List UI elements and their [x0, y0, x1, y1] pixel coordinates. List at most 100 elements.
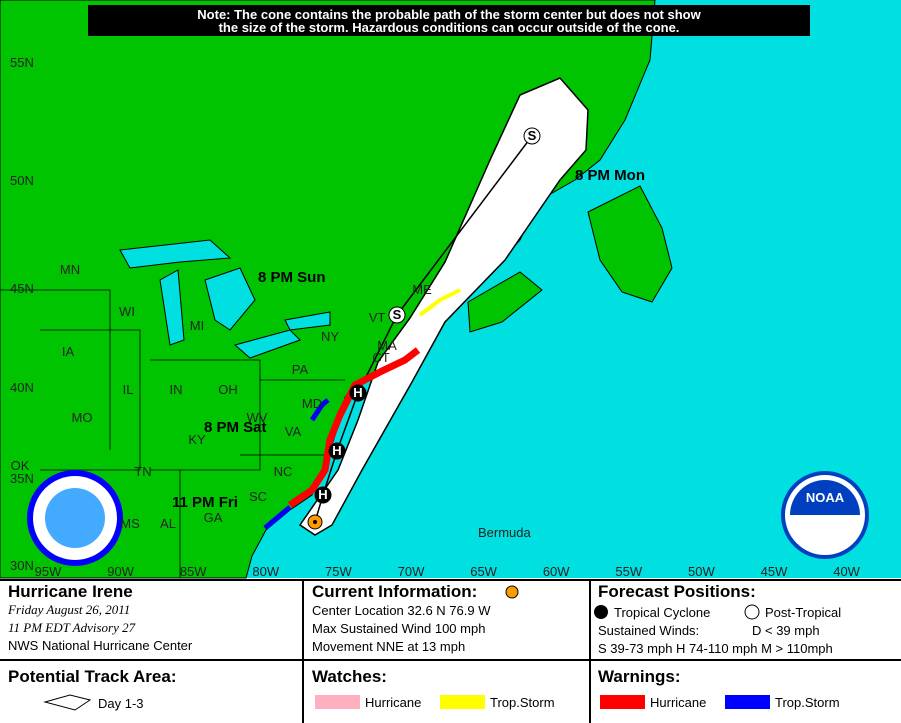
watch-label: Hurricane — [365, 695, 421, 710]
warning-swatch — [600, 695, 645, 709]
forecast-time: 8 PM Mon — [575, 167, 645, 184]
state-label: VT — [369, 310, 386, 325]
forecast-time: 11 PM Fri — [172, 494, 238, 511]
current-icon — [505, 585, 519, 599]
track-title: Potential Track Area: — [8, 667, 177, 686]
forecast-symbol: H — [353, 385, 362, 400]
legend-icon — [594, 605, 608, 619]
newfoundland — [587, 185, 673, 303]
note: the size of the storm. Hazardous conditi… — [219, 20, 680, 35]
state-label: IL — [123, 382, 134, 397]
lon-label: 50W — [688, 564, 715, 579]
state-label: NY — [321, 329, 339, 344]
winds-shm: S 39-73 mph H 74-110 mph M > 110mph — [598, 641, 833, 656]
watch-label: Trop.Storm — [490, 695, 555, 710]
state-label: MI — [190, 318, 204, 333]
state-label: NC — [274, 464, 293, 479]
current-location: Center Location 32.6 N 76.9 W — [312, 603, 491, 618]
storm-warning — [263, 505, 292, 530]
nova-scotia — [467, 271, 543, 333]
storm-watch — [418, 288, 461, 317]
state-label: KY — [188, 432, 206, 447]
state-label: IN — [170, 382, 183, 397]
state-label: IA — [62, 344, 75, 359]
place-label: Bermuda — [478, 525, 532, 540]
warnings-title: Warnings: — [598, 667, 680, 686]
lon-label: 65W — [470, 564, 497, 579]
state-label: SC — [249, 489, 267, 504]
hurricane-warning — [288, 347, 421, 508]
legend-icon — [744, 604, 760, 620]
state-label: MS — [120, 516, 140, 531]
state-borders — [0, 289, 345, 578]
lat-label: 35N — [10, 471, 34, 486]
watch-swatch — [315, 695, 360, 709]
state-label: TN — [134, 464, 151, 479]
storm-name: Hurricane Irene — [8, 582, 133, 601]
forecast-time: 8 PM Sat — [204, 419, 267, 436]
lat-label: 45N — [10, 281, 34, 296]
forecast-symbol: S — [393, 307, 402, 322]
lat-label: 50N — [10, 173, 34, 188]
warning-swatch — [725, 695, 770, 709]
forecast-point — [314, 486, 332, 504]
state-label: WV — [247, 410, 268, 425]
storm-center: NWS National Hurricane Center — [8, 638, 193, 653]
storm-warning — [309, 398, 330, 422]
winds-d: D < 39 mph — [752, 623, 820, 638]
state-label: VA — [285, 424, 302, 439]
lon-label: 55W — [615, 564, 642, 579]
note: Note: The cone contains the probable pat… — [197, 7, 701, 22]
lon-label: 85W — [180, 564, 207, 579]
state-label: OH — [218, 382, 238, 397]
nws-logo-inner — [45, 488, 105, 548]
state-label: MN — [60, 262, 80, 277]
cone-icon — [43, 694, 92, 711]
winds-label: Sustained Winds: — [598, 623, 699, 638]
lat-label: 40N — [10, 380, 34, 395]
logo-text: NOAA — [806, 490, 845, 505]
lat-label: 30N — [10, 558, 34, 573]
forecast-point — [523, 127, 541, 145]
current-wind: Max Sustained Wind 100 mph — [312, 621, 485, 636]
forecast-cone — [298, 77, 589, 536]
forecast-point — [328, 442, 346, 460]
lon-label: 45W — [761, 564, 788, 579]
lon-label: 60W — [543, 564, 570, 579]
note-box — [88, 5, 810, 36]
lon-label: 95W — [35, 564, 62, 579]
legend-text: Post-Tropical — [765, 605, 841, 620]
state-label: CT — [372, 350, 389, 365]
watches-title: Watches: — [312, 667, 387, 686]
current-title: Current Information: — [312, 582, 477, 601]
forecast-time: 8 PM Sun — [258, 269, 326, 286]
lon-label: 40W — [833, 564, 860, 579]
watch-swatch — [440, 695, 485, 709]
storm-advisory: 11 PM EDT Advisory 27 — [8, 620, 136, 635]
state-label: AL — [160, 516, 176, 531]
storm-date: Friday August 26, 2011 — [7, 602, 130, 617]
forecast-symbol: S — [528, 128, 537, 143]
legend-text: Tropical Cyclone — [614, 605, 710, 620]
forecast-point — [388, 306, 406, 324]
state-label: PA — [292, 362, 309, 377]
forecast-symbol: H — [318, 487, 327, 502]
warning-label: Trop.Storm — [775, 695, 840, 710]
forecast-symbol: H — [332, 443, 341, 458]
current-position-dot — [313, 520, 317, 524]
state-label: GA — [204, 510, 223, 525]
lon-label: 70W — [398, 564, 425, 579]
state-label: OK — [11, 458, 30, 473]
state-label: ME — [412, 282, 432, 297]
forecast-symbols: S S H H H — [314, 127, 541, 504]
forecast-title: Forecast Positions: — [598, 582, 756, 601]
current-movement: Movement NNE at 13 mph — [312, 639, 465, 654]
great-lakes — [119, 239, 331, 359]
state-label: MA — [377, 338, 397, 353]
lon-label: 75W — [325, 564, 352, 579]
state-label: MD — [302, 396, 322, 411]
state-label: WI — [119, 304, 135, 319]
state-label: MO — [72, 410, 93, 425]
lon-label: 90W — [107, 564, 134, 579]
warning-label: Hurricane — [650, 695, 706, 710]
